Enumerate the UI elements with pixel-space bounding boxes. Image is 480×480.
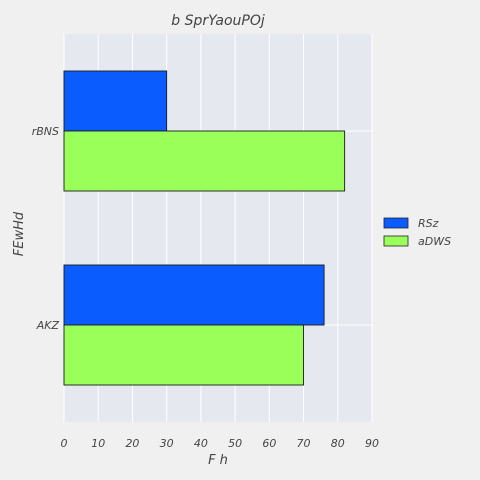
bars [63, 70, 346, 386]
y-tick-labels: rBNS AKZ [32, 125, 60, 332]
y-tick-label: rBNS [32, 125, 59, 138]
x-tick-label: 80 [331, 437, 345, 450]
legend-swatch-adws [383, 235, 409, 247]
y-axis-label: FEwHd [12, 211, 27, 256]
x-tick-label: 70 [297, 437, 311, 450]
x-axis-label: F h [208, 453, 228, 468]
bar-adws-akz [63, 324, 305, 386]
x-tick-label: 60 [262, 437, 276, 450]
legend-label-rsz: RSz [418, 217, 439, 230]
x-tick-labels: 0 10 20 30 40 50 60 70 80 90 [61, 437, 380, 450]
x-tick-label: 30 [160, 437, 174, 450]
bar-rsz-rbns [63, 70, 168, 132]
legend-swatch-rsz [383, 217, 409, 229]
x-tick-label: 50 [228, 437, 242, 450]
chart-title: b SprYaouPOj [171, 13, 265, 29]
legend-label-adws: aDWS [418, 235, 451, 248]
x-tick-label: 20 [125, 437, 139, 450]
legend: RSz aDWS [383, 217, 451, 248]
x-tick-label: 40 [194, 437, 208, 450]
x-tick-label: 10 [91, 437, 105, 450]
x-tick-label: 90 [365, 437, 379, 450]
bar-adws-rbns [63, 130, 346, 192]
y-tick-label: AKZ [36, 319, 60, 332]
bar-rsz-akz [63, 264, 325, 326]
x-tick-label: 0 [61, 437, 68, 450]
